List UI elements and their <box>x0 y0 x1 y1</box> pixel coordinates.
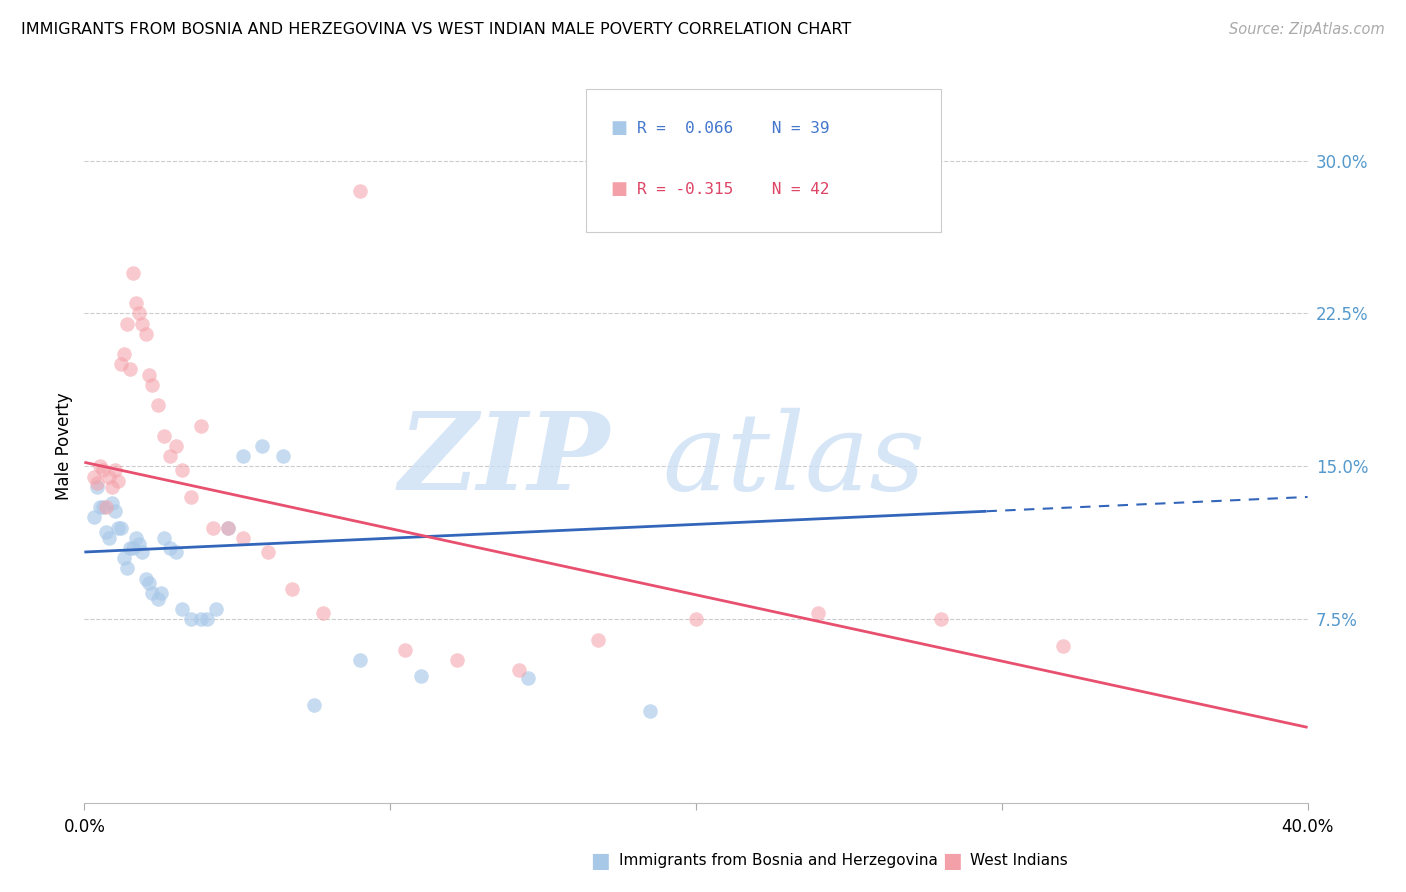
Point <box>281 582 304 596</box>
Point <box>394 643 416 657</box>
Point <box>131 317 153 331</box>
Point <box>97 469 120 483</box>
Point <box>153 429 176 443</box>
Point <box>86 480 108 494</box>
Text: atlas: atlas <box>662 408 925 513</box>
Point <box>149 586 172 600</box>
Point <box>125 531 148 545</box>
Point <box>159 541 181 555</box>
Point <box>128 537 150 551</box>
Point <box>271 449 294 463</box>
Text: IMMIGRANTS FROM BOSNIA AND HERZEGOVINA VS WEST INDIAN MALE POVERTY CORRELATION C: IMMIGRANTS FROM BOSNIA AND HERZEGOVINA V… <box>21 22 852 37</box>
Point <box>232 449 254 463</box>
Point <box>83 510 105 524</box>
Point <box>180 612 202 626</box>
Text: ■: ■ <box>610 180 627 198</box>
Point <box>89 459 111 474</box>
Point <box>94 524 117 539</box>
Point <box>165 545 187 559</box>
Point <box>97 531 120 545</box>
Point <box>112 551 135 566</box>
Point <box>104 463 127 477</box>
Point <box>120 361 142 376</box>
Point <box>91 500 114 515</box>
Point <box>232 531 254 545</box>
Text: Source: ZipAtlas.com: Source: ZipAtlas.com <box>1229 22 1385 37</box>
Point <box>112 347 135 361</box>
Point <box>122 541 145 555</box>
Text: R = -0.315    N = 42: R = -0.315 N = 42 <box>637 182 830 196</box>
Text: R =  0.066    N = 39: R = 0.066 N = 39 <box>637 121 830 136</box>
Point <box>110 520 132 534</box>
Point <box>929 612 952 626</box>
Point <box>349 653 371 667</box>
Point <box>685 612 707 626</box>
Point <box>180 490 202 504</box>
Point <box>107 474 129 488</box>
Point <box>107 520 129 534</box>
Point <box>446 653 468 667</box>
Point <box>172 463 194 477</box>
Point <box>101 480 124 494</box>
Point <box>153 531 176 545</box>
Point <box>217 520 239 534</box>
Point <box>131 545 153 559</box>
Text: ZIP: ZIP <box>399 408 610 513</box>
Point <box>159 449 181 463</box>
Point <box>165 439 187 453</box>
Point <box>146 591 169 606</box>
Point <box>91 463 114 477</box>
Point <box>101 496 124 510</box>
Point <box>110 358 132 372</box>
Point <box>138 368 160 382</box>
Text: ■: ■ <box>942 851 962 871</box>
Text: West Indians: West Indians <box>970 854 1069 868</box>
Point <box>195 612 218 626</box>
Point <box>94 500 117 515</box>
Point <box>120 541 142 555</box>
Point <box>205 602 228 616</box>
Point <box>115 317 138 331</box>
Point <box>122 266 145 280</box>
Text: Immigrants from Bosnia and Herzegovina: Immigrants from Bosnia and Herzegovina <box>619 854 938 868</box>
Point <box>201 520 224 534</box>
Point <box>190 612 212 626</box>
Point <box>807 606 830 620</box>
Point <box>257 545 280 559</box>
Point <box>516 672 538 686</box>
Point <box>141 586 163 600</box>
FancyBboxPatch shape <box>586 89 941 232</box>
Y-axis label: Male Poverty: Male Poverty <box>55 392 73 500</box>
Point <box>104 504 127 518</box>
Point <box>125 296 148 310</box>
Point <box>128 306 150 320</box>
Point <box>250 439 273 453</box>
Text: ■: ■ <box>610 120 627 137</box>
Point <box>349 184 371 198</box>
Point <box>135 572 157 586</box>
Point <box>172 602 194 616</box>
Point <box>217 520 239 534</box>
Point <box>302 698 325 712</box>
Text: ■: ■ <box>591 851 610 871</box>
Point <box>1052 639 1074 653</box>
Point <box>409 669 432 683</box>
Point <box>146 398 169 412</box>
Point <box>508 663 530 677</box>
Point <box>135 326 157 341</box>
Point <box>141 377 163 392</box>
Point <box>190 418 212 433</box>
Point <box>89 500 111 515</box>
Point <box>83 469 105 483</box>
Point <box>312 606 335 620</box>
Point <box>138 575 160 590</box>
Point <box>638 704 661 718</box>
Point <box>586 632 609 647</box>
Point <box>86 475 108 490</box>
Point <box>115 561 138 575</box>
